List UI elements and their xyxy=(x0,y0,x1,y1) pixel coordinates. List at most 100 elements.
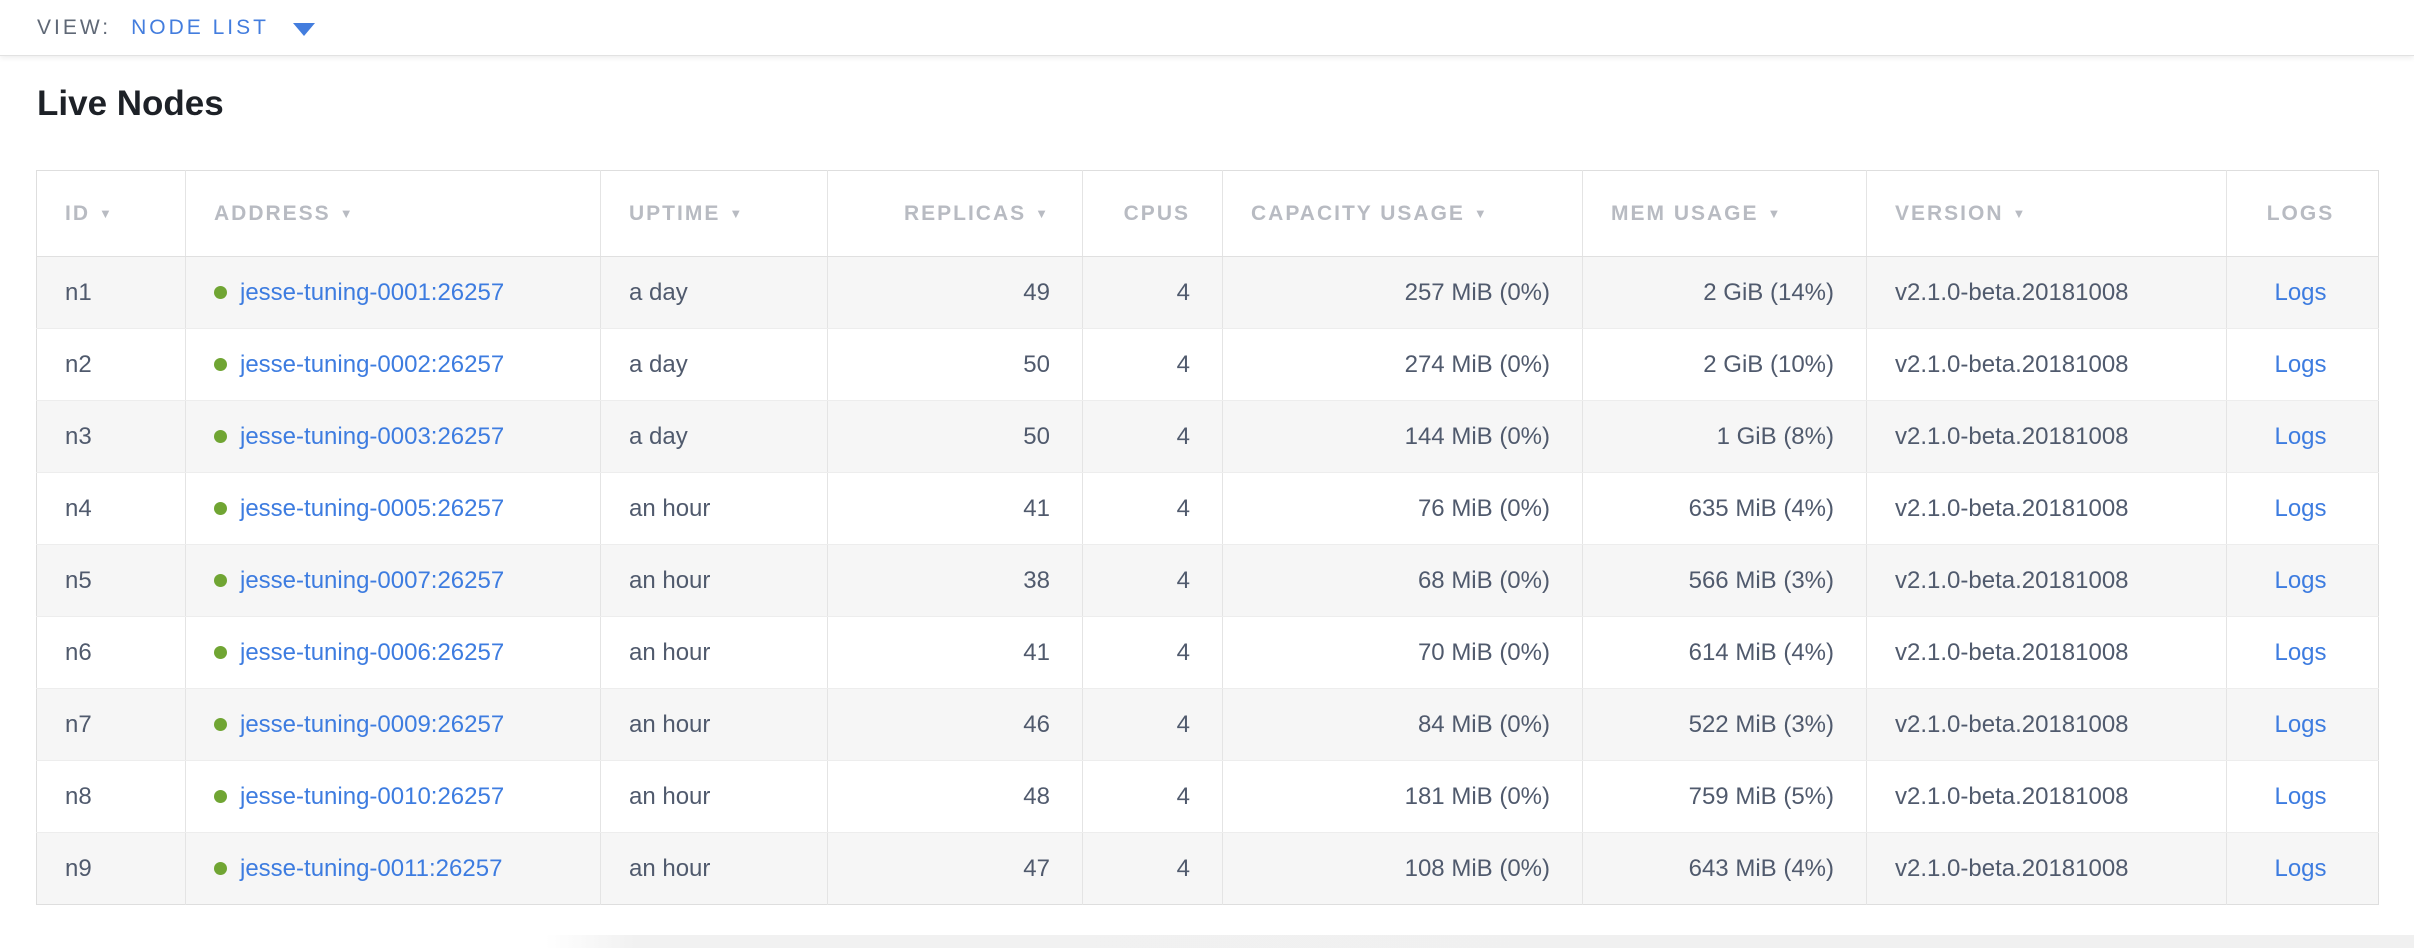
table-cell-logs: Logs xyxy=(2226,544,2379,617)
address-link[interactable]: jesse-tuning-0005:26257 xyxy=(240,494,505,522)
table-cell-cpus: 4 xyxy=(1082,256,1223,329)
logs-link[interactable]: Logs xyxy=(2274,638,2327,666)
logs-link[interactable]: Logs xyxy=(2274,278,2327,306)
cell-replicas: 50 xyxy=(1023,422,1050,450)
cell-uptime: an hour xyxy=(629,710,711,738)
logs-link[interactable]: Logs xyxy=(2274,422,2327,450)
table-cell-version: v2.1.0-beta.20181008 xyxy=(1866,328,2227,401)
column-header-label: CAPACITY USAGE xyxy=(1251,201,1465,225)
cell-cpus: 4 xyxy=(1176,854,1190,882)
table-cell-id: n3 xyxy=(36,400,186,473)
table-cell-replicas: 50 xyxy=(827,400,1083,473)
cell-mem: 759 MiB (5%) xyxy=(1688,782,1834,810)
cell-capacity: 274 MiB (0%) xyxy=(1404,350,1550,378)
table-cell-version: v2.1.0-beta.20181008 xyxy=(1866,544,2227,617)
cell-replicas: 47 xyxy=(1023,854,1050,882)
table-row: n7 jesse-tuning-0009:26257 an hour 46 4 84 Mi… xyxy=(36,688,2379,761)
cell-cpus: 4 xyxy=(1176,566,1190,594)
table-cell-mem: 759 MiB (5%) xyxy=(1582,760,1867,833)
table-cell-id: n6 xyxy=(36,616,186,689)
column-header-label: REPLICAS xyxy=(903,201,1027,225)
cell-uptime: an hour xyxy=(629,782,711,810)
table-cell-id: n8 xyxy=(36,760,186,833)
table-cell-replicas: 46 xyxy=(827,688,1083,761)
table-cell-version: v2.1.0-beta.20181008 xyxy=(1866,688,2227,761)
sort-desc-icon: ▼ xyxy=(339,205,355,221)
cell-capacity: 108 MiB (0%) xyxy=(1404,854,1550,882)
table-cell-cpus: 4 xyxy=(1082,544,1223,617)
view-dropdown[interactable]: NODE LIST xyxy=(131,16,315,40)
healthy-status-dot-icon xyxy=(214,861,227,875)
column-header-version[interactable]: VERSION ▼ xyxy=(1866,170,2227,257)
cell-cpus: 4 xyxy=(1176,494,1190,522)
cell-version: v2.1.0-beta.20181008 xyxy=(1895,278,2129,306)
column-header-label: CPUS xyxy=(1123,201,1190,225)
logs-link[interactable]: Logs xyxy=(2274,566,2327,594)
address-link[interactable]: jesse-tuning-0001:26257 xyxy=(240,278,505,306)
cell-uptime: a day xyxy=(629,278,688,306)
address-link[interactable]: jesse-tuning-0009:26257 xyxy=(240,710,505,738)
cell-uptime: an hour xyxy=(629,638,711,666)
cell-mem: 1 GiB (8%) xyxy=(1716,422,1834,450)
table-cell-cpus: 4 xyxy=(1082,472,1223,545)
table-cell-capacity: 274 MiB (0%) xyxy=(1222,328,1583,401)
healthy-status-dot-icon xyxy=(214,429,227,443)
cell-version: v2.1.0-beta.20181008 xyxy=(1895,494,2129,522)
cell-cpus: 4 xyxy=(1176,638,1190,666)
address-link[interactable]: jesse-tuning-0010:26257 xyxy=(240,782,505,810)
cell-capacity: 84 MiB (0%) xyxy=(1417,710,1550,738)
cell-uptime: an hour xyxy=(629,854,711,882)
logs-link[interactable]: Logs xyxy=(2274,782,2327,810)
address-link[interactable]: jesse-tuning-0003:26257 xyxy=(240,422,505,450)
logs-link[interactable]: Logs xyxy=(2274,494,2327,522)
column-header-capacity[interactable]: CAPACITY USAGE ▼ xyxy=(1222,170,1583,257)
healthy-status-dot-icon xyxy=(214,789,227,803)
table-cell-mem: 2 GiB (10%) xyxy=(1582,328,1867,401)
cell-version: v2.1.0-beta.20181008 xyxy=(1895,350,2129,378)
logs-link[interactable]: Logs xyxy=(2274,710,2327,738)
table-row: n3 jesse-tuning-0003:26257 a day 50 4 144 MiB… xyxy=(36,400,2379,473)
column-header-id[interactable]: ID ▼ xyxy=(36,170,186,257)
table-cell-address: jesse-tuning-0002:26257 xyxy=(185,328,601,401)
table-cell-capacity: 70 MiB (0%) xyxy=(1222,616,1583,689)
table-cell-logs: Logs xyxy=(2226,760,2379,833)
sort-desc-icon: ▼ xyxy=(99,205,114,221)
column-header-label: LOGS xyxy=(2266,201,2335,225)
logs-link[interactable]: Logs xyxy=(2274,854,2327,882)
logs-link[interactable]: Logs xyxy=(2274,350,2327,378)
column-header-replicas[interactable]: REPLICAS ▼ xyxy=(827,170,1083,257)
table-cell-version: v2.1.0-beta.20181008 xyxy=(1866,832,2227,905)
column-header-address[interactable]: ADDRESS ▼ xyxy=(185,170,601,257)
cell-mem: 522 MiB (3%) xyxy=(1688,710,1834,738)
table-cell-logs: Logs xyxy=(2226,616,2379,689)
table-cell-replicas: 49 xyxy=(827,256,1083,329)
table-cell-mem: 1 GiB (8%) xyxy=(1582,400,1867,473)
address-link[interactable]: jesse-tuning-0006:26257 xyxy=(240,638,505,666)
cell-capacity: 257 MiB (0%) xyxy=(1404,278,1550,306)
sort-desc-icon: ▼ xyxy=(1767,205,1783,221)
cell-mem: 2 GiB (10%) xyxy=(1703,350,1834,378)
cell-uptime: a day xyxy=(629,422,688,450)
cell-version: v2.1.0-beta.20181008 xyxy=(1895,566,2129,594)
table-cell-id: n9 xyxy=(36,832,186,905)
column-header-label: VERSION xyxy=(1895,201,2004,225)
table-row: n8 jesse-tuning-0010:26257 an hour 48 4 181 M… xyxy=(36,760,2379,833)
column-header-uptime[interactable]: UPTIME ▼ xyxy=(600,170,828,257)
table-cell-address: jesse-tuning-0011:26257 xyxy=(185,832,601,905)
cell-capacity: 181 MiB (0%) xyxy=(1404,782,1550,810)
cell-mem: 566 MiB (3%) xyxy=(1688,566,1834,594)
table-cell-mem: 635 MiB (4%) xyxy=(1582,472,1867,545)
cell-id: n1 xyxy=(65,278,92,306)
healthy-status-dot-icon xyxy=(214,645,227,659)
table-row: n9 jesse-tuning-0011:26257 an hour 47 4 108 M… xyxy=(36,832,2379,905)
cell-cpus: 4 xyxy=(1176,350,1190,378)
address-link[interactable]: jesse-tuning-0011:26257 xyxy=(240,854,503,882)
cell-replicas: 48 xyxy=(1023,782,1050,810)
address-link[interactable]: jesse-tuning-0002:26257 xyxy=(240,350,505,378)
cell-id: n6 xyxy=(65,638,92,666)
column-header-label: ID xyxy=(65,201,90,225)
table-cell-capacity: 257 MiB (0%) xyxy=(1222,256,1583,329)
column-header-mem[interactable]: MEM USAGE ▼ xyxy=(1582,170,1867,257)
table-cell-address: jesse-tuning-0007:26257 xyxy=(185,544,601,617)
address-link[interactable]: jesse-tuning-0007:26257 xyxy=(240,566,505,594)
